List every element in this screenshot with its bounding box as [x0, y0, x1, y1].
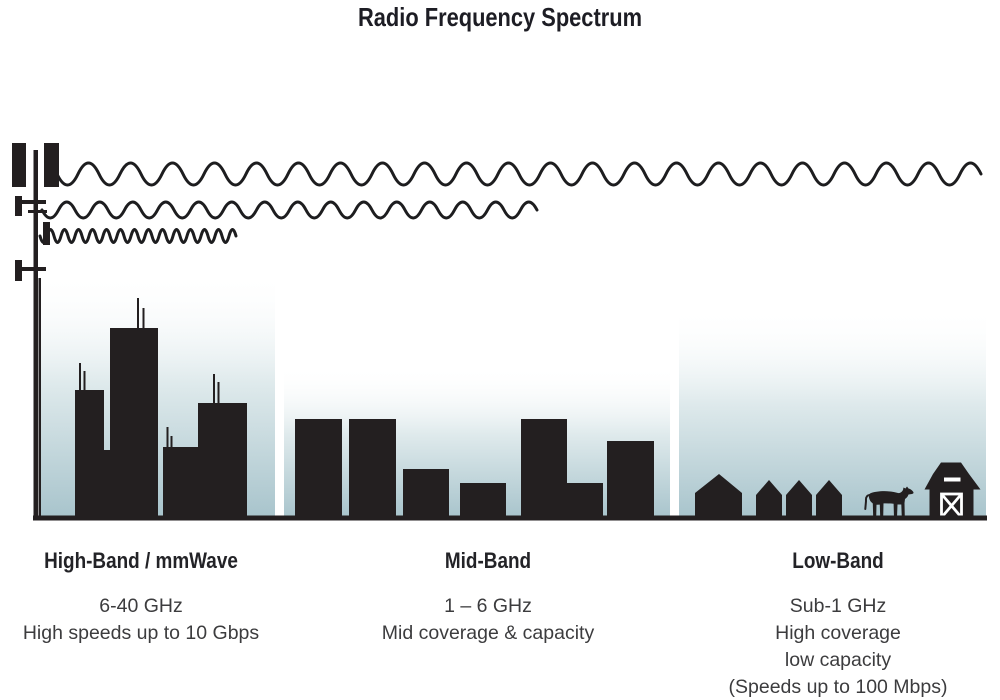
house-icon: [756, 480, 782, 518]
city-buildings-icon: [75, 298, 247, 518]
town-buildings-icon: [295, 419, 654, 518]
house-icon: [786, 480, 812, 518]
band-midband-desc: Mid coverage & capacity: [381, 622, 595, 644]
band-lowband-label: Low-Band: [792, 548, 884, 573]
band-highband: High-Band / mmWave 6-40 GHz High speeds …: [10, 548, 272, 647]
band-lowband-desc2: low capacity: [784, 649, 892, 671]
band-highband-caption: 6-40 GHz High speeds up to 10 Gbps: [10, 593, 272, 647]
house-icon: [816, 480, 842, 518]
rural-scene: [695, 462, 981, 519]
cell-tower-icon: [12, 143, 59, 518]
band-highband-desc: High speeds up to 10 Gbps: [22, 622, 260, 644]
band-lowband-caption: Sub-1 GHz High coverage low capacity (Sp…: [707, 593, 969, 700]
barn-icon: [924, 462, 981, 519]
house-icon: [695, 474, 742, 518]
cow-icon: [864, 486, 914, 518]
radio-wave-short-icon: [38, 228, 238, 244]
band-midband: Mid-Band 1 – 6 GHz Mid coverage & capaci…: [357, 548, 619, 647]
band-midband-caption: 1 – 6 GHz Mid coverage & capacity: [357, 593, 619, 647]
band-midband-frequency: 1 – 6 GHz: [444, 595, 532, 617]
band-lowband-desc1: High coverage: [775, 622, 901, 644]
radio-wave-medium-icon: [40, 200, 539, 220]
band-lowband: Low-Band Sub-1 GHz High coverage low cap…: [707, 548, 969, 700]
band-midband-label: Mid-Band: [444, 548, 532, 573]
radio-waves: [38, 161, 983, 244]
page-title: Radio Frequency Spectrum: [358, 2, 642, 32]
band-highband-frequency: 6-40 GHz: [99, 595, 183, 617]
radio-wave-long-icon: [55, 161, 983, 187]
band-lowband-frequency: Sub-1 GHz: [789, 595, 887, 617]
band-highband-label: High-Band / mmWave: [44, 548, 238, 573]
band-lowband-desc3: (Speeds up to 100 Mbps): [728, 676, 948, 698]
ground-line: [33, 515, 987, 521]
